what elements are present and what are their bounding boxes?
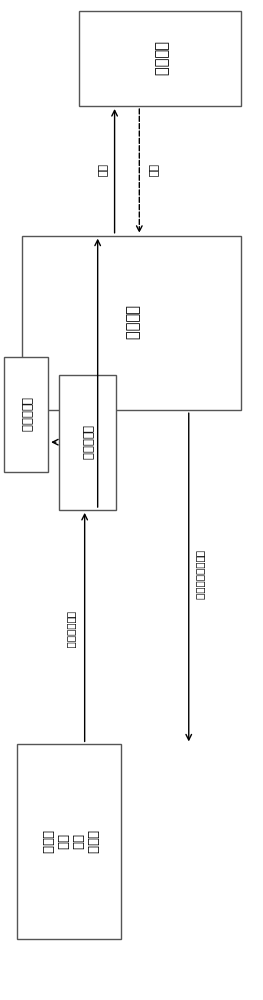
Text: 监控系统: 监控系统 (153, 41, 168, 76)
Text: 上送: 上送 (97, 164, 107, 178)
Text: 升、降、急停遥控: 升、降、急停遥控 (195, 550, 205, 600)
Text: 变压器
有载
调压
机构筱: 变压器 有载 调压 机构筱 (40, 830, 98, 854)
Text: 调压变送器: 调压变送器 (20, 397, 33, 432)
Text: 档位转码器: 档位转码器 (81, 425, 94, 460)
FancyBboxPatch shape (59, 375, 116, 510)
Text: 测控装置: 测控装置 (124, 305, 139, 340)
FancyBboxPatch shape (79, 11, 241, 106)
FancyBboxPatch shape (22, 236, 241, 410)
Text: 挡位调压信号: 挡位调压信号 (67, 611, 77, 648)
FancyBboxPatch shape (17, 744, 121, 939)
Text: 控制: 控制 (147, 164, 157, 178)
FancyBboxPatch shape (4, 357, 48, 472)
